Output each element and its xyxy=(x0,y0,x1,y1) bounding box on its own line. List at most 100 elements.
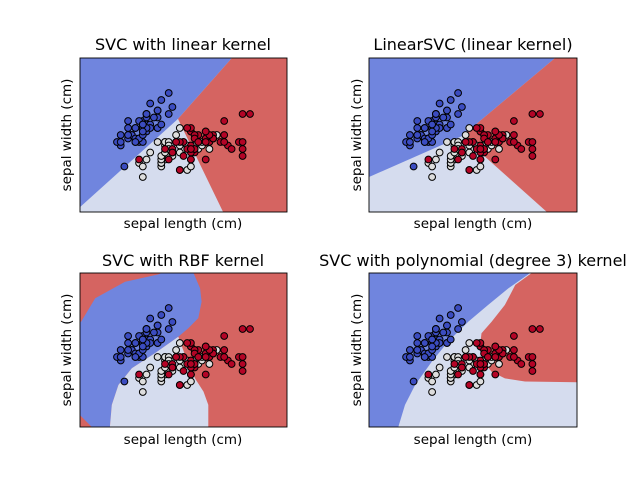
data-point-class2 xyxy=(179,152,188,160)
data-point-class2 xyxy=(536,325,544,333)
data-point-class2 xyxy=(491,138,500,146)
data-point-class2 xyxy=(238,360,247,368)
data-point-class0 xyxy=(446,335,455,344)
data-point-class0 xyxy=(454,110,463,118)
data-point-class0 xyxy=(164,89,173,97)
subplot-title-3: SVC with RBF kernel xyxy=(102,251,264,270)
data-point-class2 xyxy=(472,339,481,347)
data-point-class2 xyxy=(510,346,518,354)
data-point-class0 xyxy=(435,314,444,323)
data-point-class0 xyxy=(120,162,129,171)
data-point-class2 xyxy=(194,138,203,146)
data-point-class0 xyxy=(124,131,133,139)
data-point-class1 xyxy=(205,145,214,153)
data-point-class2 xyxy=(220,117,229,125)
data-point-class1 xyxy=(138,173,147,181)
data-point-class0 xyxy=(120,377,129,386)
data-point-class2 xyxy=(450,145,459,153)
data-point-class1 xyxy=(138,377,147,386)
x-axis-label-3: sepal length (cm) xyxy=(124,432,243,448)
data-point-class0 xyxy=(443,106,451,115)
y-axis-label-4: sepal width (cm) xyxy=(349,294,365,407)
data-point-class0 xyxy=(413,339,422,347)
data-points xyxy=(113,89,254,181)
data-point-class2 xyxy=(491,353,500,361)
data-point-class1 xyxy=(461,131,470,139)
data-point-class2 xyxy=(172,353,181,361)
data-point-class2 xyxy=(465,381,474,389)
data-point-class2 xyxy=(238,325,247,333)
data-point-class0 xyxy=(406,131,414,139)
decision-regions xyxy=(369,273,577,427)
data-point-class2 xyxy=(201,370,210,379)
subplot-title-2: LinearSVC (linear kernel) xyxy=(373,35,572,54)
data-point-class0 xyxy=(420,124,429,132)
data-point-class2 xyxy=(517,360,526,368)
data-point-class0 xyxy=(150,113,158,122)
subplot-title-4: SVC with polynomial (degree 3) kernel xyxy=(319,251,627,270)
data-point-class2 xyxy=(528,152,537,160)
data-point-class0 xyxy=(406,138,414,146)
data-point-class0 xyxy=(409,162,418,171)
data-point-class2 xyxy=(238,110,247,118)
data-point-class1 xyxy=(205,360,214,368)
data-point-class2 xyxy=(168,363,177,372)
data-point-class2 xyxy=(201,138,210,146)
data-point-class2 xyxy=(424,155,433,164)
data-point-class1 xyxy=(153,353,162,361)
data-point-class2 xyxy=(187,360,195,368)
data-point-class2 xyxy=(528,138,537,146)
data-point-class0 xyxy=(413,131,422,139)
data-point-class0 xyxy=(164,110,173,118)
data-point-class2 xyxy=(161,360,169,368)
data-point-class2 xyxy=(528,353,537,361)
data-point-class2 xyxy=(536,110,544,118)
data-point-class2 xyxy=(227,145,236,153)
data-point-class0 xyxy=(406,353,414,361)
data-point-class0 xyxy=(428,127,437,136)
data-point-class1 xyxy=(465,124,474,132)
subplot-2 xyxy=(368,57,578,213)
data-point-class2 xyxy=(528,145,537,153)
data-point-class2 xyxy=(461,353,470,361)
data-point-class2 xyxy=(220,346,229,354)
data-point-class2 xyxy=(168,148,177,157)
subplot-title-1: SVC with linear kernel xyxy=(95,35,271,54)
data-point-class2 xyxy=(484,353,492,361)
data-point-class2 xyxy=(465,166,474,174)
data-point-class0 xyxy=(157,96,166,104)
data-point-class0 xyxy=(116,138,125,146)
data-point-class0 xyxy=(124,117,133,125)
data-point-class2 xyxy=(510,131,518,139)
data-point-class0 xyxy=(428,120,437,129)
region-class0 xyxy=(369,273,530,427)
data-point-class0 xyxy=(150,328,158,337)
data-point-class1 xyxy=(172,131,181,139)
data-point-class1 xyxy=(153,138,162,146)
data-point-class0 xyxy=(454,89,463,97)
data-point-class0 xyxy=(131,138,140,146)
x-axis-label-2: sepal length (cm) xyxy=(414,216,533,232)
data-point-class0 xyxy=(124,346,133,354)
data-point-class2 xyxy=(484,138,492,146)
data-point-class0 xyxy=(153,106,162,115)
data-point-class1 xyxy=(138,162,147,171)
data-point-class1 xyxy=(435,363,444,372)
subplot-3 xyxy=(79,272,288,428)
data-point-class0 xyxy=(454,325,463,333)
data-point-class0 xyxy=(131,353,140,361)
decision-regions xyxy=(369,58,577,212)
data-point-class2 xyxy=(528,110,537,118)
data-points xyxy=(113,304,254,396)
x-axis-label-1: sepal length (cm) xyxy=(124,216,243,232)
data-point-class0 xyxy=(432,325,440,333)
data-point-class1 xyxy=(138,388,147,396)
axes-frame xyxy=(79,272,288,428)
data-point-class2 xyxy=(238,353,247,361)
data-point-class1 xyxy=(476,162,485,171)
data-point-class1 xyxy=(428,388,437,396)
data-point-class1 xyxy=(175,339,184,347)
data-point-class2 xyxy=(135,370,144,379)
data-point-class0 xyxy=(124,124,133,132)
